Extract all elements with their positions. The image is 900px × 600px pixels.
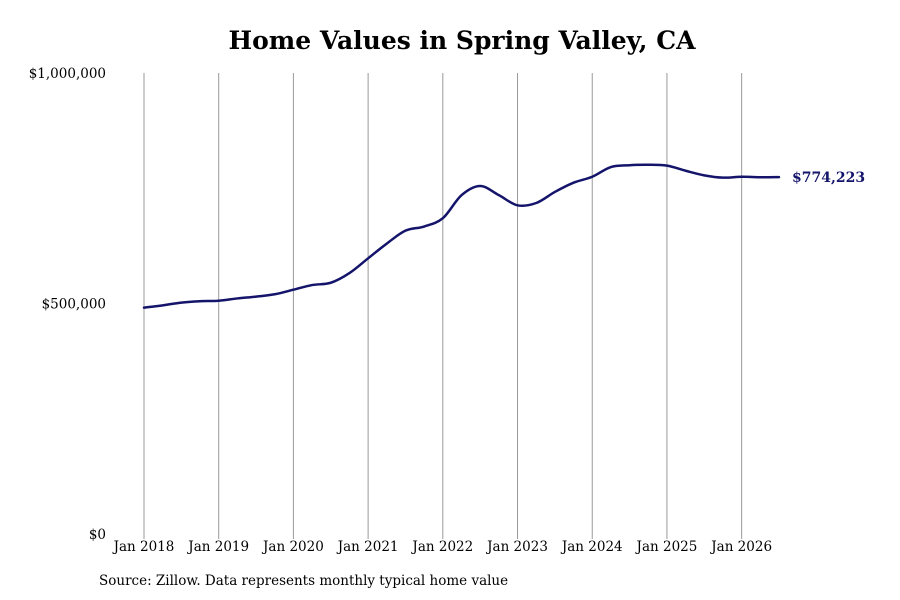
chart-title: Home Values in Spring Valley, CA [228, 26, 696, 55]
y-axis-ticks: $0 $500,000 $1,000,000 [29, 66, 106, 543]
home-value-line [142, 163, 781, 309]
x-tick-label: Jan 2026 [709, 539, 772, 555]
annotation-layer: $774,223 [792, 170, 865, 186]
y-tick-label: $1,000,000 [29, 66, 106, 82]
x-tick-label: Jan 2020 [261, 539, 324, 555]
x-tick-label: Jan 2018 [112, 539, 175, 555]
gridlines [143, 73, 743, 539]
x-axis-ticks: Jan 2018 Jan 2019 Jan 2020 Jan 2021 Jan 2022… [112, 539, 772, 555]
end-value-label: $774,223 [792, 170, 865, 186]
x-tick-label: Jan 2022 [410, 539, 473, 555]
series-layer [142, 163, 781, 309]
source-note: Source: Zillow. Data represents monthly … [99, 573, 509, 589]
y-tick-label: $0 [89, 527, 106, 543]
x-tick-label: Jan 2023 [485, 539, 548, 555]
x-tick-label: Jan 2019 [186, 539, 249, 555]
x-tick-label: Jan 2025 [635, 539, 698, 555]
y-tick-label: $500,000 [42, 297, 106, 313]
x-tick-label: Jan 2024 [560, 539, 623, 555]
x-tick-label: Jan 2021 [336, 539, 399, 555]
